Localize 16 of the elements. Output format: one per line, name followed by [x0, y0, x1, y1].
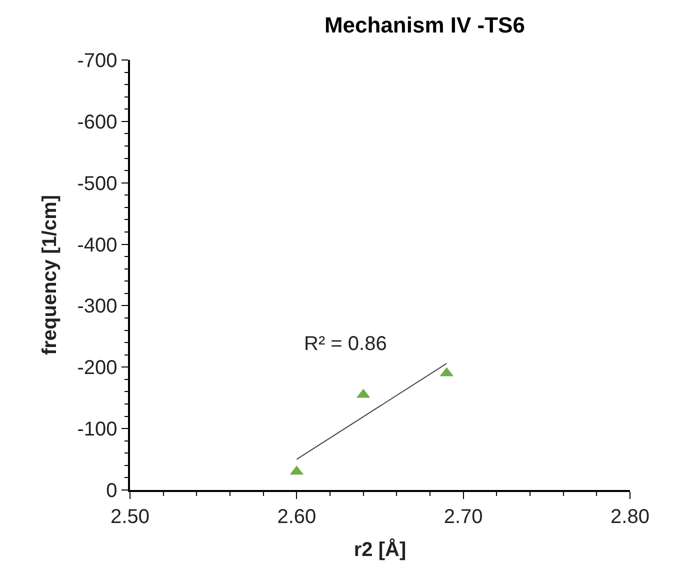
x-tick-label: 2.70	[444, 506, 483, 528]
chart-title: Mechanism IV -TS6	[324, 12, 525, 38]
x-tick-label: 2.60	[277, 506, 316, 528]
y-tick-label: -700	[77, 50, 118, 72]
x-tick-label: 2.50	[110, 506, 150, 528]
y-tick-label: -600	[77, 111, 118, 134]
y-tick-label: -500	[77, 172, 118, 195]
y-tick-label: -300	[77, 296, 118, 318]
y-tick-label: -400	[77, 234, 118, 256]
y-tick-label: -200	[77, 357, 118, 380]
y-tick-label: 0	[106, 480, 118, 502]
annotation: R² = 0.86	[304, 333, 387, 355]
y-axis-title: frequency [1/cm]	[39, 194, 62, 356]
x-tick-label: 2.80	[610, 506, 650, 528]
x-axis-title: r2 [Å]	[354, 538, 406, 561]
y-tick-label: -100	[77, 418, 118, 441]
